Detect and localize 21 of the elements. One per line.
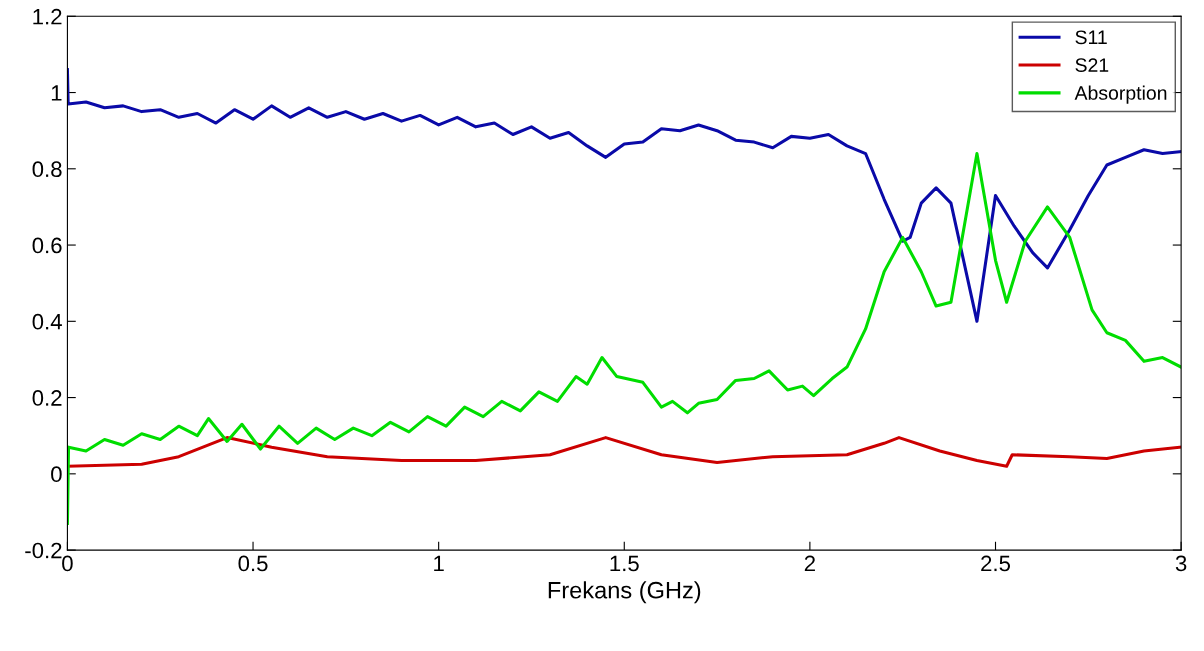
y-tick-label: 1.2 bbox=[33, 8, 62, 25]
legend-label: S11 bbox=[1075, 30, 1107, 45]
x-tick-label: 2.5 bbox=[981, 555, 1011, 572]
y-tick-label: 0 bbox=[51, 466, 62, 483]
x-tick-label: 2 bbox=[804, 555, 815, 572]
line-series bbox=[67, 152, 1182, 525]
x-tick-label: 0 bbox=[62, 555, 73, 572]
y-tick-label: -0.2 bbox=[25, 542, 62, 559]
x-axis-title: Frekans (GHz) bbox=[548, 581, 701, 604]
x-tick-label: 1.5 bbox=[610, 555, 639, 572]
legend-label: Absorption bbox=[1074, 85, 1167, 104]
line-series bbox=[67, 436, 1182, 468]
x-tick-label: 0.5 bbox=[238, 555, 268, 572]
y-tick-label: 0.2 bbox=[32, 390, 62, 406]
y-tick-label: 0.4 bbox=[32, 313, 62, 330]
x-tick-label: 1 bbox=[434, 555, 444, 572]
y-tick-label: 0.6 bbox=[32, 237, 62, 254]
y-tick-label: 1 bbox=[51, 85, 62, 101]
legend-label: S21 bbox=[1075, 58, 1109, 73]
x-tick-label: 3 bbox=[1175, 555, 1187, 572]
y-tick-label: 0.8 bbox=[32, 161, 62, 178]
